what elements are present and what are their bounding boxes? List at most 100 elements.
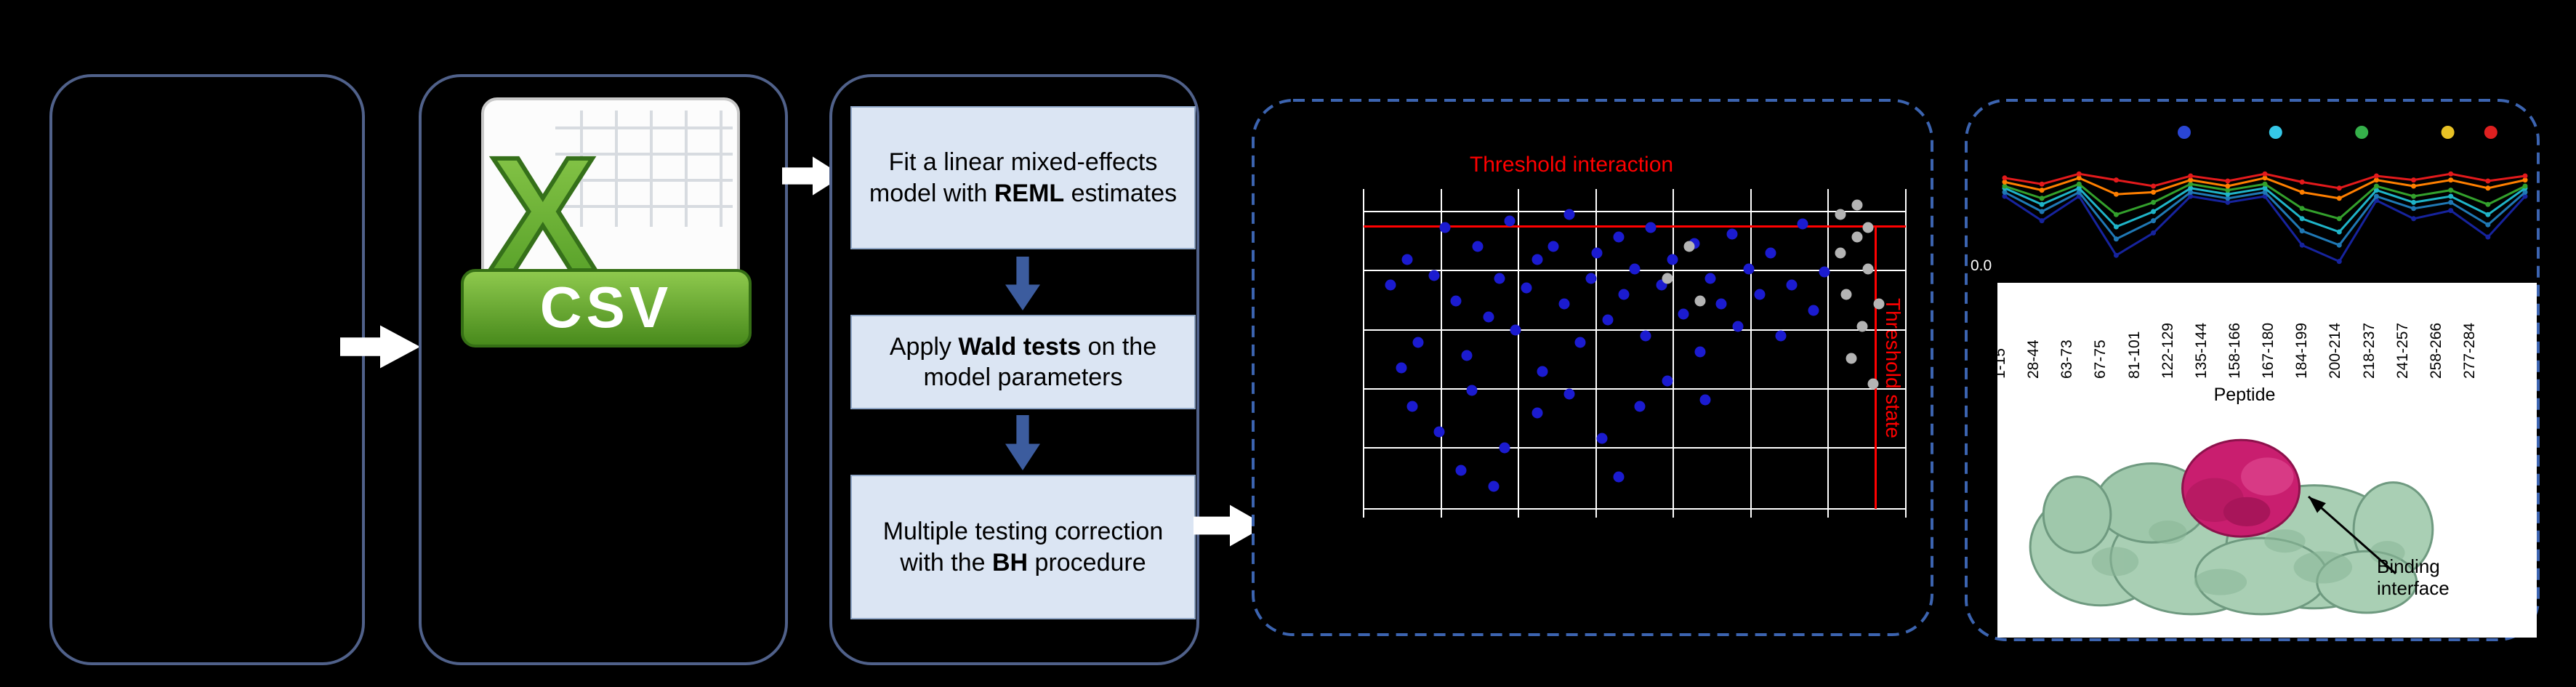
profile-marker-orange xyxy=(2076,175,2082,181)
step-box-wald: Apply Wald tests on the model parameters xyxy=(850,315,1196,409)
profile-marker-navy xyxy=(2299,242,2305,248)
profile-marker-blue xyxy=(2039,209,2045,214)
profile-marker-green xyxy=(2151,199,2157,205)
profile-marker-green xyxy=(2411,193,2417,199)
profile-marker-blue xyxy=(2522,189,2528,195)
scatter-point xyxy=(1645,222,1657,233)
profile-marker-green xyxy=(2373,183,2379,189)
scatter-point xyxy=(1531,407,1543,419)
scatter-point xyxy=(1640,330,1651,342)
axis-tick xyxy=(1905,509,1907,518)
scatter-point xyxy=(1461,350,1473,361)
peptide-tick-label: 1-15 xyxy=(1992,347,2008,379)
scatter-point xyxy=(1704,273,1716,284)
profile-series-navy xyxy=(2004,194,2527,263)
scatter-point xyxy=(1856,321,1868,332)
scatter-point xyxy=(1667,254,1678,265)
profile-marker-blue xyxy=(2113,236,2119,242)
scatter-point xyxy=(1563,388,1575,400)
peptide-results-whitebox: 1-15 28-44 63-73 67-75 81-101 122-129 135-144 1… xyxy=(1992,283,2537,638)
csv-file-icon: X CSV xyxy=(461,97,752,347)
profile-marker-red xyxy=(2522,173,2528,179)
profile-marker-blue xyxy=(2002,189,2008,195)
profile-marker-red xyxy=(2299,179,2305,185)
grid-line-vertical xyxy=(1363,189,1364,509)
binding-interface-label: Binding interface xyxy=(2377,555,2450,599)
profile-marker-navy xyxy=(2002,193,2008,199)
threshold-line-interaction xyxy=(1364,225,1906,228)
profile-chart-svg xyxy=(2002,126,2528,265)
grid-line-horizontal xyxy=(1364,329,1906,331)
scatter-point xyxy=(1547,241,1559,252)
step-box-correction-text: Multiple testing correction with the BH … xyxy=(882,518,1164,576)
profile-marker-green xyxy=(2485,201,2491,207)
step-arrow-1-icon xyxy=(1005,257,1040,310)
scatter-point xyxy=(1618,289,1630,300)
scatter-point xyxy=(1797,218,1808,230)
profile-marker-red xyxy=(2113,177,2119,183)
profile-marker-navy xyxy=(2522,193,2528,199)
profile-marker-cyan xyxy=(2262,185,2268,191)
profile-marker-navy xyxy=(2039,218,2045,224)
profile-marker-orange xyxy=(2262,175,2268,181)
scatter-point xyxy=(1715,298,1727,310)
profile-marker-blue xyxy=(2448,199,2454,205)
scatter-point xyxy=(1466,385,1478,396)
peptide-tick-label: 218-237 xyxy=(2360,322,2378,379)
csv-grid-lines xyxy=(555,111,733,227)
scatter-plot-area: Threshold state xyxy=(1363,189,1907,518)
profile-marker-red xyxy=(2002,175,2008,181)
threshold-line-state xyxy=(1875,226,1877,509)
panel-statistical-pipeline: Fit a linear mixed-effects model with RE… xyxy=(829,74,1199,665)
step-box-wald-text: Apply Wald tests on the model parameters xyxy=(889,332,1157,391)
scatter-point xyxy=(1851,231,1863,243)
profile-marker-red xyxy=(2225,178,2231,184)
scatter-point xyxy=(1537,366,1548,377)
profile-marker-blue xyxy=(2411,206,2417,212)
profile-marker-cyan xyxy=(2188,185,2194,191)
csv-banner-label: CSV xyxy=(540,275,673,340)
scatter-point xyxy=(1846,353,1857,364)
peptide-axis-label: Peptide xyxy=(2213,385,2276,405)
profile-marker-orange xyxy=(2448,177,2454,183)
profile-marker-red xyxy=(2485,178,2491,184)
profile-marker-navy xyxy=(2225,199,2231,205)
profile-marker-red xyxy=(2411,177,2417,183)
peptide-tick-label: 258-266 xyxy=(2427,322,2444,379)
panel-results-peptide: 0.0 1-15 28-44 63-73 67-75 81-101 122-129 135-… xyxy=(1965,99,2540,641)
profile-chart-y-axis-label: 0.0 xyxy=(1971,257,1992,274)
scatter-point xyxy=(1563,209,1575,220)
scatter-point xyxy=(1494,273,1505,284)
scatter-point xyxy=(1613,471,1625,483)
scatter-point xyxy=(1699,394,1711,406)
profile-marker-orange xyxy=(2225,183,2231,189)
axis-tick xyxy=(1518,509,1520,518)
peptide-tick-label: 158-166 xyxy=(2226,322,2243,379)
profile-marker-cyan xyxy=(2485,212,2491,217)
profile-marker-blue xyxy=(2485,222,2491,228)
grid-line-horizontal xyxy=(1364,210,1906,212)
panel-input-data xyxy=(49,74,365,665)
profile-marker-blue xyxy=(2336,242,2342,248)
scatter-point xyxy=(1521,282,1532,294)
grid-line-vertical xyxy=(1905,189,1907,509)
scatter-point xyxy=(1450,295,1462,307)
profile-marker-cyan xyxy=(2225,191,2231,197)
profile-marker-green xyxy=(2188,181,2194,187)
grid-line-vertical xyxy=(1750,189,1752,509)
profile-marker-green xyxy=(2262,181,2268,187)
grid-line-vertical xyxy=(1827,189,1830,509)
profile-marker-blue xyxy=(2262,189,2268,195)
scatter-point xyxy=(1678,308,1689,320)
profile-marker-navy xyxy=(2411,216,2417,222)
profile-marker-green xyxy=(2336,216,2342,222)
grid-line-vertical xyxy=(1440,189,1442,509)
profile-marker-cyan xyxy=(2151,209,2157,214)
profile-marker-cyan xyxy=(2039,201,2045,207)
scatter-point xyxy=(1862,222,1874,233)
scatter-point xyxy=(1499,442,1510,454)
scatter-point xyxy=(1504,215,1516,227)
peptide-tick-label: 28-44 xyxy=(2025,340,2042,379)
scatter-threshold-side-label: Threshold state xyxy=(1882,298,1904,438)
